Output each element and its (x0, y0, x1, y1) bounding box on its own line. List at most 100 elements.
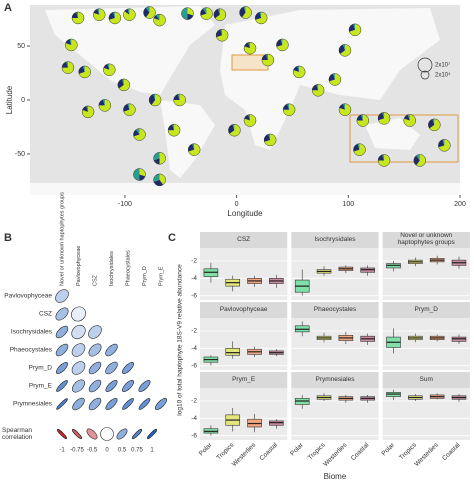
pie-slice (200, 8, 207, 16)
site (213, 8, 227, 21)
site (328, 73, 342, 86)
site (413, 154, 427, 167)
pie-slice (72, 11, 85, 24)
column-label: Pavlovophyceae (76, 246, 82, 286)
pie-slice (109, 11, 121, 24)
correlation-ellipse (55, 343, 69, 357)
pie-slice (173, 94, 180, 100)
x-tick-label: Polar (380, 441, 396, 457)
y-tick-label: -2 (191, 258, 197, 265)
pie-slice (156, 14, 160, 21)
pie-slice (432, 118, 435, 125)
pie-slice (215, 8, 226, 21)
strip-title-box: Phaeocystales (314, 306, 356, 313)
pie-slice (248, 114, 251, 121)
site (254, 11, 268, 25)
pie-slice (139, 174, 146, 181)
pie-slice (403, 114, 416, 127)
site (292, 65, 306, 79)
correlation-ellipse (71, 361, 86, 375)
pie-slice (168, 124, 181, 137)
strip-title: Sum (419, 375, 433, 383)
panel-background (382, 248, 470, 300)
pie-slice (93, 9, 100, 15)
legend-title-box: Spearman correlation (2, 427, 33, 441)
pie-slice (255, 11, 268, 24)
pie-slice (261, 54, 274, 67)
pie-slice (261, 54, 268, 61)
row-label: Pavlovophyceae (4, 293, 52, 300)
panel-background (291, 388, 379, 440)
site (153, 13, 166, 27)
pie-slice (340, 44, 351, 57)
strip-title-box: Isochrysidales (314, 236, 355, 243)
strip-title: Pavlovophyceae (219, 305, 268, 313)
correlation-ellipse (105, 361, 118, 375)
pie-slice (276, 38, 289, 51)
y-tick-label: -6 (191, 362, 197, 369)
pie-slice (69, 38, 72, 45)
pie-slice (145, 6, 156, 19)
correlation-ellipse (88, 343, 102, 357)
pie-slice (187, 13, 194, 20)
x-axis-title: Longitude (227, 209, 263, 218)
row-label: Phaeocystales (10, 347, 53, 354)
pie-slice (239, 6, 246, 18)
strip (382, 372, 470, 388)
y-tick-label: 0 (21, 97, 25, 104)
strip-title-box: CSZ (237, 236, 250, 243)
correlation-ellipse (55, 289, 69, 303)
site (123, 103, 136, 116)
strip-title-box: Prym_E (232, 375, 256, 383)
correlation-ellipse (88, 325, 102, 339)
y-tick-label: -6 (191, 292, 197, 299)
pie-slice (66, 61, 68, 68)
pie-slice (153, 94, 156, 100)
pie-slice (343, 103, 345, 110)
legend-title: Spearman correlation (2, 427, 33, 441)
pie-slice (353, 143, 366, 156)
correlation-ellipse (138, 398, 151, 410)
pie-slice (287, 103, 290, 110)
box (225, 348, 241, 356)
pie-slice (82, 106, 89, 112)
correlation-ellipse (100, 427, 114, 441)
site (148, 93, 162, 107)
column-label: Isochrysidales (109, 251, 115, 286)
pie-slice (378, 154, 385, 161)
pie-slice (113, 11, 115, 18)
correlation-ellipse (105, 343, 118, 357)
strip (200, 302, 288, 318)
site (167, 123, 181, 137)
pie-slice (428, 119, 435, 129)
site (173, 93, 186, 107)
pie-slice (61, 61, 68, 68)
pie-slice (442, 139, 445, 146)
y-tick-label: -6 (191, 432, 197, 439)
legend-tick-label: 0.75 (131, 448, 143, 454)
correlation-ellipse (86, 428, 98, 440)
column-label: Prym_D (142, 266, 148, 286)
pie-slice (416, 154, 420, 161)
row-label: Prymnesiales (13, 401, 53, 408)
y-axis-title: log10 of total haptophyte 18S-V9 relativ… (177, 264, 184, 416)
x-tick-label: Westerlies (231, 441, 258, 468)
correlation-ellipse (131, 428, 143, 440)
site (263, 133, 277, 147)
panel-label: B (4, 232, 12, 244)
site (377, 154, 391, 167)
strip (291, 232, 379, 248)
legend-tick-label: 0 (105, 448, 109, 454)
y-tick-label: -4 (191, 415, 197, 422)
correlation-ellipse (56, 398, 68, 410)
row-label: Prym_E (29, 383, 53, 390)
strip (291, 372, 379, 388)
pie-slice (329, 73, 341, 86)
correlation-ellipse (56, 380, 68, 392)
highlight-box (349, 114, 459, 163)
strip-title: Prym_E (232, 375, 256, 383)
pie-slice (188, 143, 201, 156)
x-tick-label: Polar (198, 441, 214, 457)
correlation-ellipse (71, 428, 83, 440)
pie-slice (338, 44, 345, 54)
